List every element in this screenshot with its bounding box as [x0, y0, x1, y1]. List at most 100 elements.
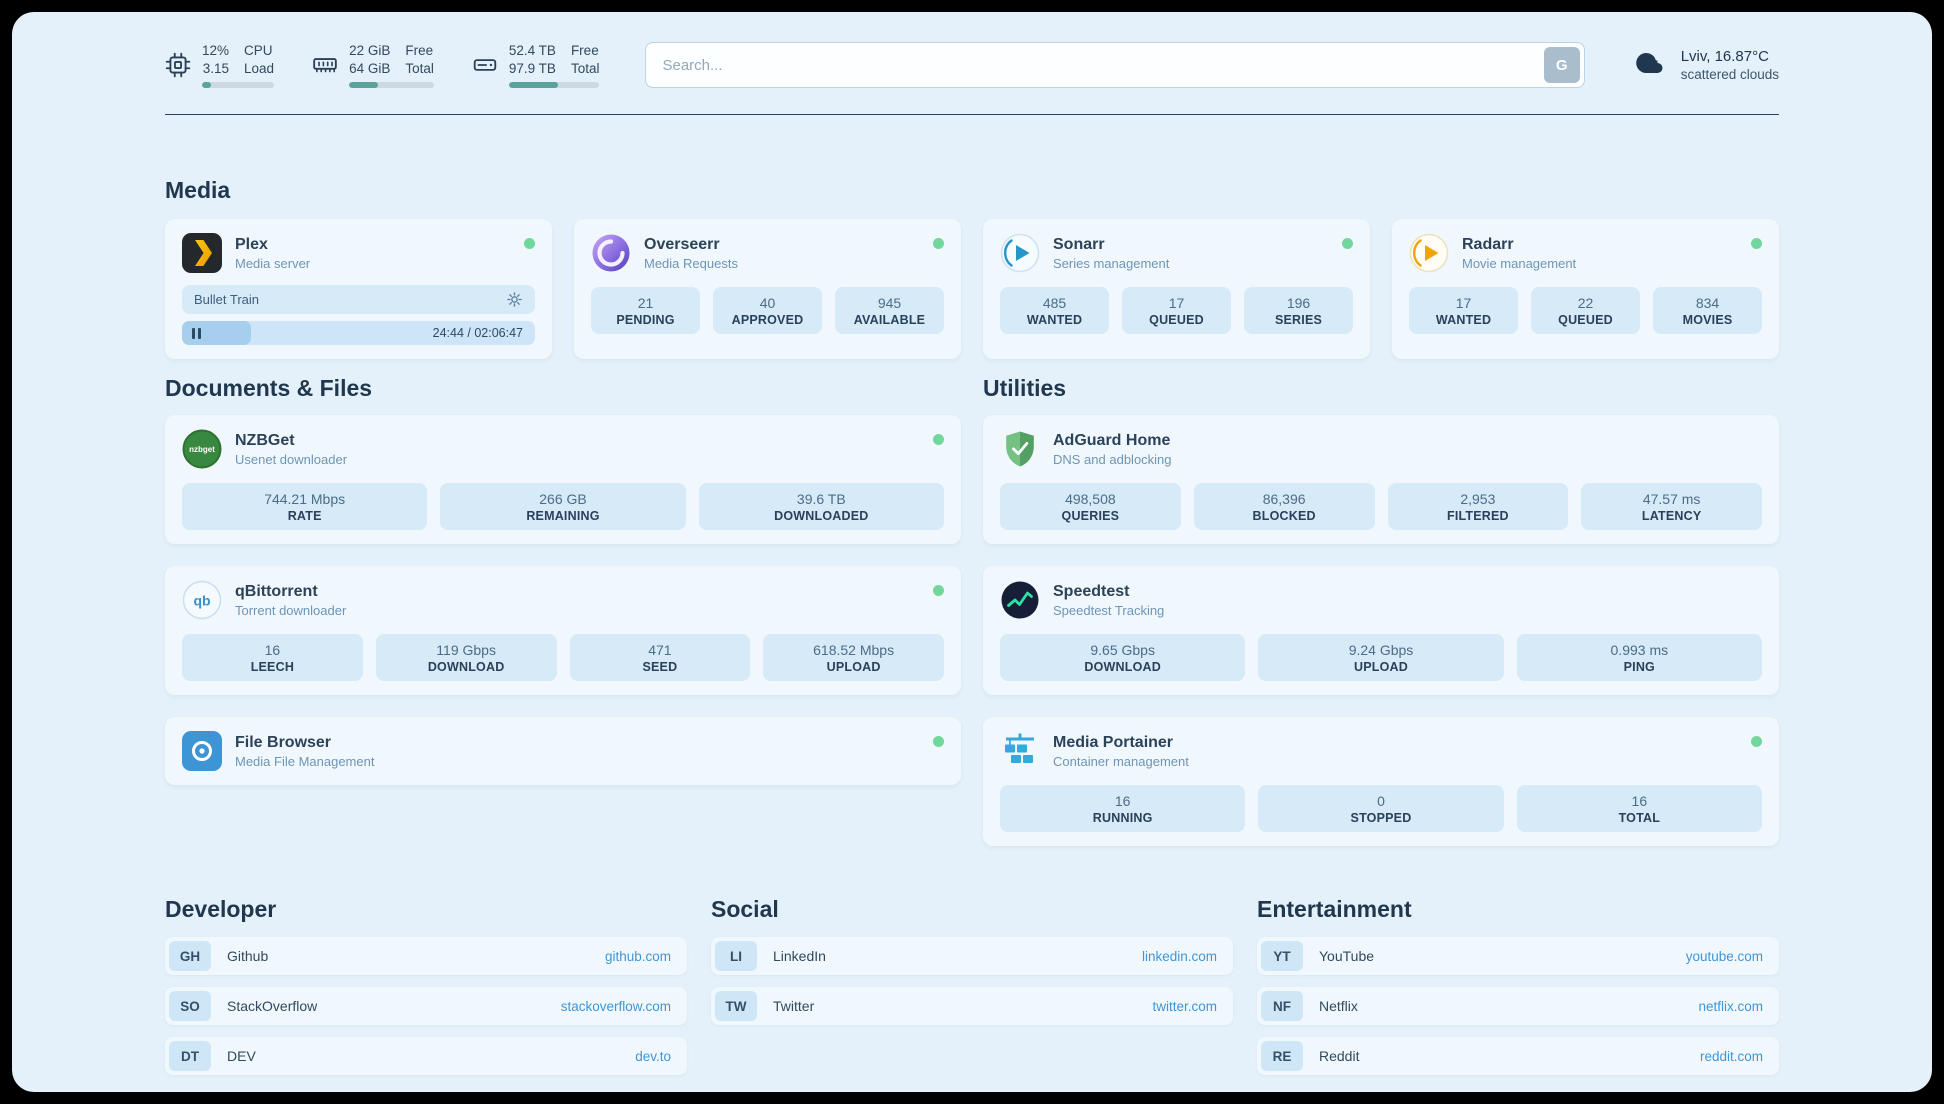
ram-progress-fill [349, 81, 378, 88]
qbittorrent-icon: qb [182, 580, 222, 620]
dashboard-content: 12% CPU 3.15 Load [12, 12, 1932, 1092]
stat-value: 196 [1286, 295, 1311, 311]
stat-box: 266 GB REMAINING [440, 483, 686, 530]
app-card-overseerr[interactable]: Overseerr Media Requests 21 PENDING 40 A… [574, 219, 961, 359]
app-card-portainer[interactable]: Media Portainer Container management 16 … [983, 717, 1779, 846]
bookmark-url: netflix.com [1698, 998, 1763, 1014]
media-grid: Plex Media server Bullet Train [165, 219, 1779, 359]
bookmark-row-stackoverflow[interactable]: SO StackOverflow stackoverflow.com [165, 987, 687, 1025]
status-dot [1342, 238, 1353, 249]
app-info: AdGuard Home DNS and adblocking [1053, 432, 1172, 467]
stat-box: 2,953 FILTERED [1387, 483, 1569, 530]
app-name: Plex [235, 235, 268, 253]
stat-box: 21 PENDING [591, 287, 700, 334]
app-card-plex[interactable]: Plex Media server Bullet Train [165, 219, 552, 359]
stat-label: RATE [287, 509, 322, 523]
playback-progress-bar[interactable]: 24:44 / 02:06:47 [182, 321, 535, 345]
app-name: Overseerr [644, 235, 720, 253]
app-card-nzbget[interactable]: nzbget NZBGet Usenet downloader 744.21 M… [165, 415, 961, 544]
bookmark-row-youtube[interactable]: YT YouTube youtube.com [1257, 937, 1779, 975]
stat-box: 196 SERIES [1244, 287, 1353, 334]
stat-value: 471 [648, 642, 672, 658]
bookmark-row-linkedin[interactable]: LI LinkedIn linkedin.com [711, 937, 1233, 975]
now-playing-title-row: Bullet Train [182, 285, 535, 314]
bookmark-name: LinkedIn [773, 948, 826, 964]
stat-box: 0 STOPPED [1258, 785, 1504, 832]
stat-label: AVAILABLE [853, 313, 926, 327]
developer-column: Developer GH Github github.com SO StackO… [165, 896, 687, 1075]
app-subtitle: Media Requests [644, 255, 738, 271]
stat-label: UPLOAD [826, 660, 881, 674]
nzbget-icon: nzbget [182, 429, 222, 469]
disk-total-value: 97.9 TB [508, 61, 556, 76]
card-header: nzbget NZBGet Usenet downloader [182, 429, 944, 469]
stats-row: 16 RUNNING 0 STOPPED 16 TOTAL [1000, 785, 1762, 832]
stat-value: 0.993 ms [1610, 642, 1669, 658]
now-playing-title: Bullet Train [194, 292, 260, 307]
stat-box: 40 APPROVED [713, 287, 822, 334]
top-bar: 12% CPU 3.15 Load [165, 42, 1779, 88]
header-divider [165, 114, 1779, 115]
stat-box: 0.993 ms PING [1516, 634, 1762, 681]
bookmark-row-reddit[interactable]: RE Reddit reddit.com [1257, 1037, 1779, 1075]
entertainment-list: YT YouTube youtube.com NF Netflix netfli… [1257, 937, 1779, 1075]
social-list: LI LinkedIn linkedin.com TW Twitter twit… [711, 937, 1233, 1025]
stat-label: MOVIES [1682, 313, 1733, 327]
bookmark-row-twitter[interactable]: TW Twitter twitter.com [711, 987, 1233, 1025]
disk-monitor: 52.4 TB Free 97.9 TB Total [472, 42, 600, 88]
stats-row: 498,508 QUERIES 86,396 BLOCKED 2,953 FIL… [1000, 483, 1762, 530]
app-card-radarr[interactable]: Radarr Movie management 17 WANTED 22 QUE… [1392, 219, 1779, 359]
stat-box: 834 MOVIES [1653, 287, 1762, 334]
gear-icon[interactable] [506, 291, 523, 308]
stat-value: 744.21 Mbps [264, 491, 346, 507]
search-input[interactable] [645, 42, 1585, 88]
pause-icon[interactable] [192, 327, 201, 339]
stat-label: QUEUED [1558, 313, 1613, 327]
bookmark-row-netflix[interactable]: NF Netflix netflix.com [1257, 987, 1779, 1025]
bookmark-row-dev[interactable]: DT DEV dev.to [165, 1037, 687, 1075]
stat-box: 945 AVAILABLE [835, 287, 944, 334]
card-header: Plex Media server [182, 233, 535, 273]
stat-box: 22 QUEUED [1531, 287, 1640, 334]
disk-free-label: Free [570, 43, 599, 59]
status-dot [1751, 736, 1762, 747]
weather-location: Lviv, 16.87°C [1680, 48, 1769, 65]
search-provider-button[interactable]: G [1543, 47, 1580, 83]
stat-label: SERIES [1274, 313, 1323, 327]
app-name: File Browser [235, 733, 332, 751]
stat-box: 471 SEED [569, 634, 751, 681]
app-card-filebrowser[interactable]: File Browser Media File Management [165, 717, 961, 785]
card-header: Overseerr Media Requests [591, 233, 944, 273]
stat-label: LATENCY [1641, 509, 1702, 523]
stat-value: 16 [264, 642, 281, 658]
bookmark-url: twitter.com [1152, 998, 1217, 1014]
bookmark-badge: YT [1261, 941, 1303, 971]
bookmark-name: DEV [227, 1048, 256, 1064]
stat-box: 16 RUNNING [1000, 785, 1246, 832]
app-card-adguard[interactable]: AdGuard Home DNS and adblocking 498,508 … [983, 415, 1779, 544]
stat-box: 39.6 TB DOWNLOADED [698, 483, 944, 530]
app-name: NZBGet [235, 431, 295, 449]
stat-value: 0 [1377, 793, 1385, 809]
disk-icon [472, 52, 498, 78]
stat-value: 17 [1455, 295, 1472, 311]
app-subtitle: Container management [1053, 753, 1189, 769]
bookmark-row-github[interactable]: GH Github github.com [165, 937, 687, 975]
stat-label: WANTED [1435, 313, 1492, 327]
bookmark-badge: LI [715, 941, 757, 971]
app-subtitle: Movie management [1462, 255, 1577, 271]
app-name: qBittorrent [235, 582, 318, 600]
app-card-speedtest[interactable]: Speedtest Speedtest Tracking 9.65 Gbps D… [983, 566, 1779, 695]
svg-text:qb: qb [193, 593, 210, 609]
card-header: qb qBittorrent Torrent downloader [182, 580, 944, 620]
ram-total-label: Total [405, 61, 434, 76]
bookmark-name: Github [227, 948, 269, 964]
app-card-qbittorrent[interactable]: qb qBittorrent Torrent downloader 16 LEE… [165, 566, 961, 695]
plex-icon [182, 233, 222, 273]
bookmark-name: Netflix [1319, 998, 1358, 1014]
stat-box: 86,396 BLOCKED [1193, 483, 1375, 530]
bookmark-badge: NF [1261, 991, 1303, 1021]
stat-label: UPLOAD [1354, 660, 1408, 674]
bookmark-badge: TW [715, 991, 757, 1021]
app-card-sonarr[interactable]: Sonarr Series management 485 WANTED 17 Q… [983, 219, 1370, 359]
